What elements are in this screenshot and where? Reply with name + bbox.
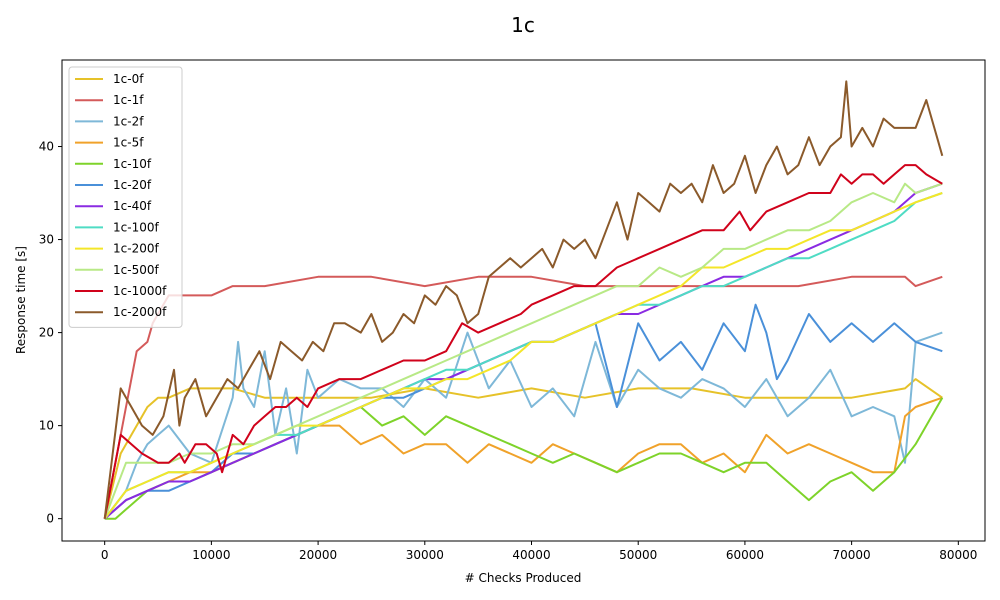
plot-area [62, 60, 985, 541]
legend: 1c-0f 1c-1f 1c-2f 1c-5f 1c-10f 1c-20f 1c-40f 1c… [68, 66, 183, 328]
x-tick-label: 30000 [406, 548, 444, 562]
x-axis-ticks: 0 10000 20000 30000 40000 50000 60000 70000 8000… [101, 541, 977, 562]
legend-label: 1c-0f [113, 72, 144, 86]
legend-label: 1c-20f [113, 178, 152, 192]
y-tick-label: 0 [46, 512, 54, 526]
legend-label: 1c-5f [113, 136, 144, 150]
series-layer [103, 80, 944, 520]
x-tick-label: 70000 [833, 548, 871, 562]
y-tick-label: 40 [39, 140, 54, 154]
series-line-1c-1000f [103, 164, 943, 519]
x-axis-label: # Checks Produced [465, 571, 582, 585]
y-tick-label: 10 [39, 419, 54, 433]
series-line-1c-2f [103, 331, 943, 520]
x-tick-label: 10000 [192, 548, 230, 562]
series-line-1c-0f [103, 378, 943, 519]
x-tick-label: 80000 [939, 548, 977, 562]
legend-label: 1c-40f [113, 199, 152, 213]
x-tick-label: 40000 [512, 548, 550, 562]
x-tick-label: 60000 [726, 548, 764, 562]
x-tick-label: 50000 [619, 548, 657, 562]
legend-label: 1c-2000f [113, 305, 167, 319]
series-line-1c-2000f [103, 80, 944, 519]
y-tick-label: 20 [39, 326, 54, 340]
legend-label: 1c-200f [113, 242, 159, 256]
legend-label: 1c-500f [113, 263, 159, 277]
series-line-1c-1f [103, 275, 943, 519]
x-tick-label: 0 [101, 548, 109, 562]
y-axis-ticks: 0 10 20 30 40 [39, 140, 62, 526]
x-tick-label: 20000 [299, 548, 337, 562]
series-line-1c-500f [103, 182, 943, 520]
chart-title: 1c [511, 13, 535, 37]
legend-label: 1c-2f [113, 114, 144, 128]
legend-label: 1c-10f [113, 157, 152, 171]
legend-label: 1c-1000f [113, 284, 167, 298]
legend-box [68, 66, 183, 328]
plot-frame [61, 59, 986, 542]
y-axis-label: Response time [s] [14, 246, 28, 354]
y-tick-label: 30 [39, 233, 54, 247]
series-line-1c-200f [103, 192, 943, 520]
legend-label: 1c-100f [113, 220, 159, 234]
legend-label: 1c-1f [113, 93, 144, 107]
